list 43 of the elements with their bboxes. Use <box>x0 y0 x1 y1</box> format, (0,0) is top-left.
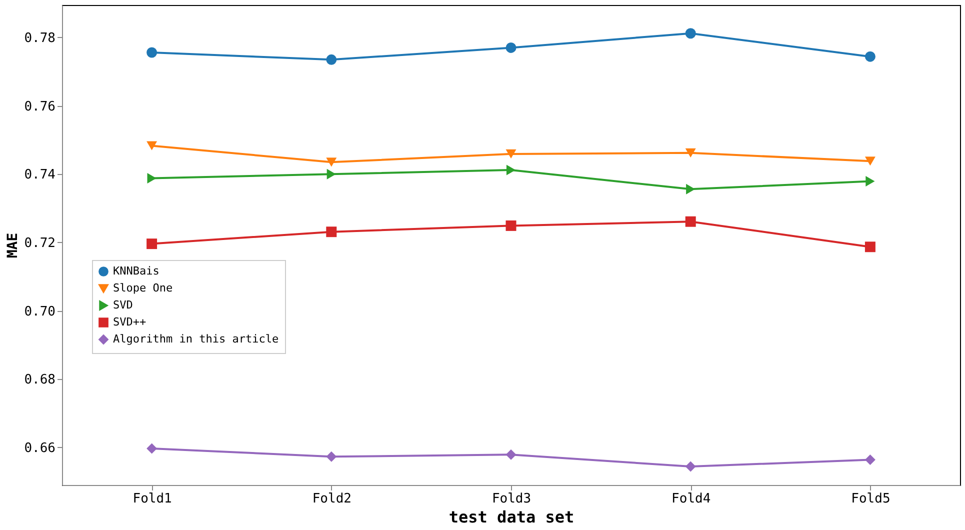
x-tick-label: Fold2 <box>312 492 352 506</box>
point <box>326 226 337 238</box>
x-tick-label: Fold4 <box>672 492 711 506</box>
y-tick-label: 0.66 <box>24 440 56 456</box>
point <box>326 451 337 462</box>
point <box>326 158 337 167</box>
point <box>685 461 696 472</box>
point <box>864 242 876 252</box>
legend-label: KNNBais <box>113 264 160 278</box>
point <box>685 28 696 39</box>
point <box>506 164 516 176</box>
legend-label: Algorithm in this article <box>113 332 279 346</box>
point <box>864 51 876 62</box>
y-tick-label: 0.74 <box>24 168 56 183</box>
point <box>146 47 158 58</box>
point <box>326 168 336 180</box>
point <box>506 220 516 231</box>
point <box>506 449 516 460</box>
y-tick-label: 0.78 <box>24 30 56 46</box>
y-tick-label: 0.72 <box>24 236 56 251</box>
point <box>146 141 158 150</box>
legend-label: SVD <box>113 298 133 312</box>
legend-label: Slope One <box>113 282 173 294</box>
point <box>866 176 875 187</box>
legend-label: SVD++ <box>113 316 146 328</box>
x-tick-label: Fold3 <box>492 492 532 506</box>
point <box>864 454 876 465</box>
point <box>506 42 516 53</box>
point <box>147 172 156 184</box>
point <box>146 238 158 250</box>
y-tick-label: 0.76 <box>24 99 56 114</box>
y-tick-label: 0.70 <box>24 304 56 320</box>
point <box>146 443 158 454</box>
point <box>685 148 696 158</box>
y-tick-label: 0.68 <box>24 372 56 388</box>
x-tick-label: Fold1 <box>132 492 172 506</box>
x-tick-label: Fold5 <box>851 492 890 506</box>
y-axis-title: MAE <box>5 232 22 258</box>
point <box>864 156 876 166</box>
x-axis-title: test data set <box>448 508 574 526</box>
point <box>326 54 337 65</box>
point <box>685 216 696 227</box>
point <box>506 149 516 158</box>
